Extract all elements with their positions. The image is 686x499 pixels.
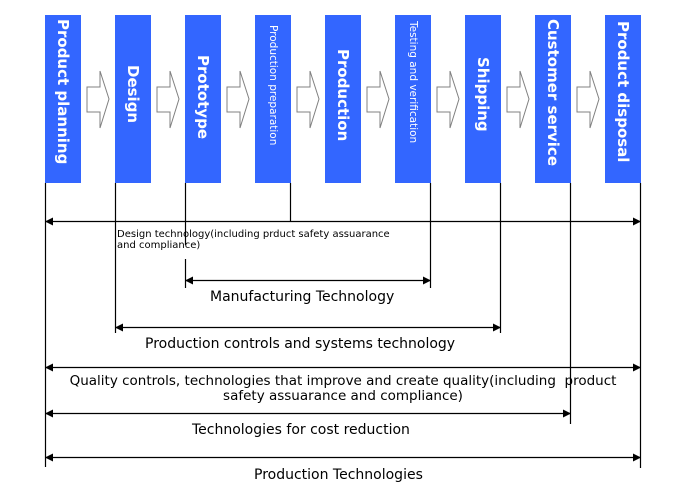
label-production-technologies: Production Technologies xyxy=(254,467,423,483)
label-production-controls: Production controls and systems technolo… xyxy=(145,336,456,352)
flow-arrow-icon xyxy=(366,70,390,129)
stage-label: Product planning xyxy=(54,19,72,165)
stage-customer-service: Customer service xyxy=(535,15,571,183)
label-manufacturing-technology: Manufacturing Technology xyxy=(210,289,395,305)
flow-arrow-icon xyxy=(226,70,250,129)
stage-testing-and-verification: Testing and verification xyxy=(395,15,431,183)
stage-production-preparation: Production preparation xyxy=(255,15,291,183)
label-line: safety assuarance and compliance) xyxy=(223,388,463,404)
flow-arrow-icon xyxy=(576,70,600,129)
stage-prototype: Prototype xyxy=(185,15,221,183)
flow-arrow-icon xyxy=(296,70,320,129)
stage-product-disposal: Product disposal xyxy=(605,15,641,183)
flow-arrow-icon xyxy=(156,70,180,129)
stage-production: Production xyxy=(325,15,361,183)
stage-label: Production xyxy=(334,49,352,142)
stage-shipping: Shipping xyxy=(465,15,501,183)
flow-arrow-icon xyxy=(86,70,110,129)
flow-arrows xyxy=(86,70,600,129)
flow-arrow-icon xyxy=(506,70,530,129)
label-cost-reduction: Technologies for cost reduction xyxy=(192,422,410,438)
stage-design: Design xyxy=(115,15,151,183)
label-line: Quality controls, technologies that impr… xyxy=(69,373,617,389)
label-line: Design technology(including prduct safet… xyxy=(117,229,390,240)
stage-label: Customer service xyxy=(544,19,562,166)
stage-label: Production preparation xyxy=(267,25,279,146)
stage-product-planning: Product planning xyxy=(45,15,81,183)
stage-label: Shipping xyxy=(474,57,492,132)
stage-label: Design xyxy=(124,65,142,124)
label-line: and compliance) xyxy=(117,240,201,251)
label-design-technology: Design technology(including prduct safet… xyxy=(117,229,390,251)
stage-label: Testing and verification xyxy=(407,21,419,144)
stage-label: Prototype xyxy=(194,55,212,140)
stage-label: Product disposal xyxy=(614,21,632,163)
label-quality-controls: Quality controls, technologies that impr… xyxy=(49,374,637,404)
flow-arrow-icon xyxy=(436,70,460,129)
